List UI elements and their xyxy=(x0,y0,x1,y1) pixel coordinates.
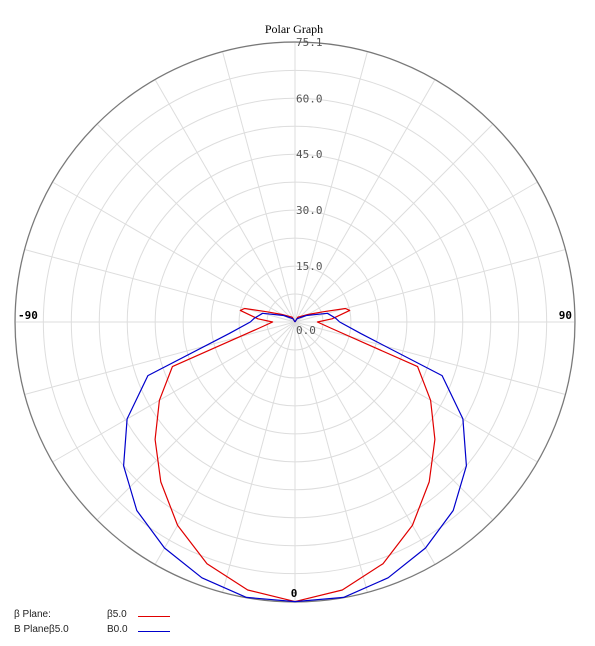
legend-series-name: B Planeβ5.0 xyxy=(14,624,69,635)
grid-ring xyxy=(266,293,324,351)
grid-ring xyxy=(98,125,492,519)
grid-ring xyxy=(42,69,548,575)
radial-tick-label: 30.0 xyxy=(296,204,323,217)
grid-ring xyxy=(210,237,380,407)
legend-series-name: β Plane: xyxy=(14,609,51,620)
grid-ring xyxy=(126,153,464,491)
radial-tick-label: 0.0 xyxy=(296,324,316,337)
angle-label: 90 xyxy=(559,309,572,322)
axis-labels: 0.0 15.0 30.0 45.0 60.0 75.1 -90 90 0 xyxy=(18,36,572,600)
radial-tick-label: 75.1 xyxy=(296,36,323,49)
series-line-1 xyxy=(123,312,467,603)
legend-series-value: B0.0 xyxy=(107,624,128,635)
angle-label: -90 xyxy=(18,309,38,322)
radial-tick-label: 60.0 xyxy=(296,92,323,105)
grid-ring xyxy=(154,181,436,463)
angle-label: 0 xyxy=(291,587,298,600)
grid-ring xyxy=(238,265,352,379)
legend-series-value: β5.0 xyxy=(107,609,127,620)
radial-tick-label: 15.0 xyxy=(296,260,323,273)
series-layer xyxy=(123,307,467,603)
polar-grid xyxy=(14,41,576,603)
legend-swatch xyxy=(138,631,170,632)
grid-ring xyxy=(182,209,408,435)
legend-swatch xyxy=(138,616,170,617)
grid-ring xyxy=(70,97,520,547)
chart-title: Polar Graph xyxy=(265,22,323,36)
radial-tick-label: 45.0 xyxy=(296,148,323,161)
